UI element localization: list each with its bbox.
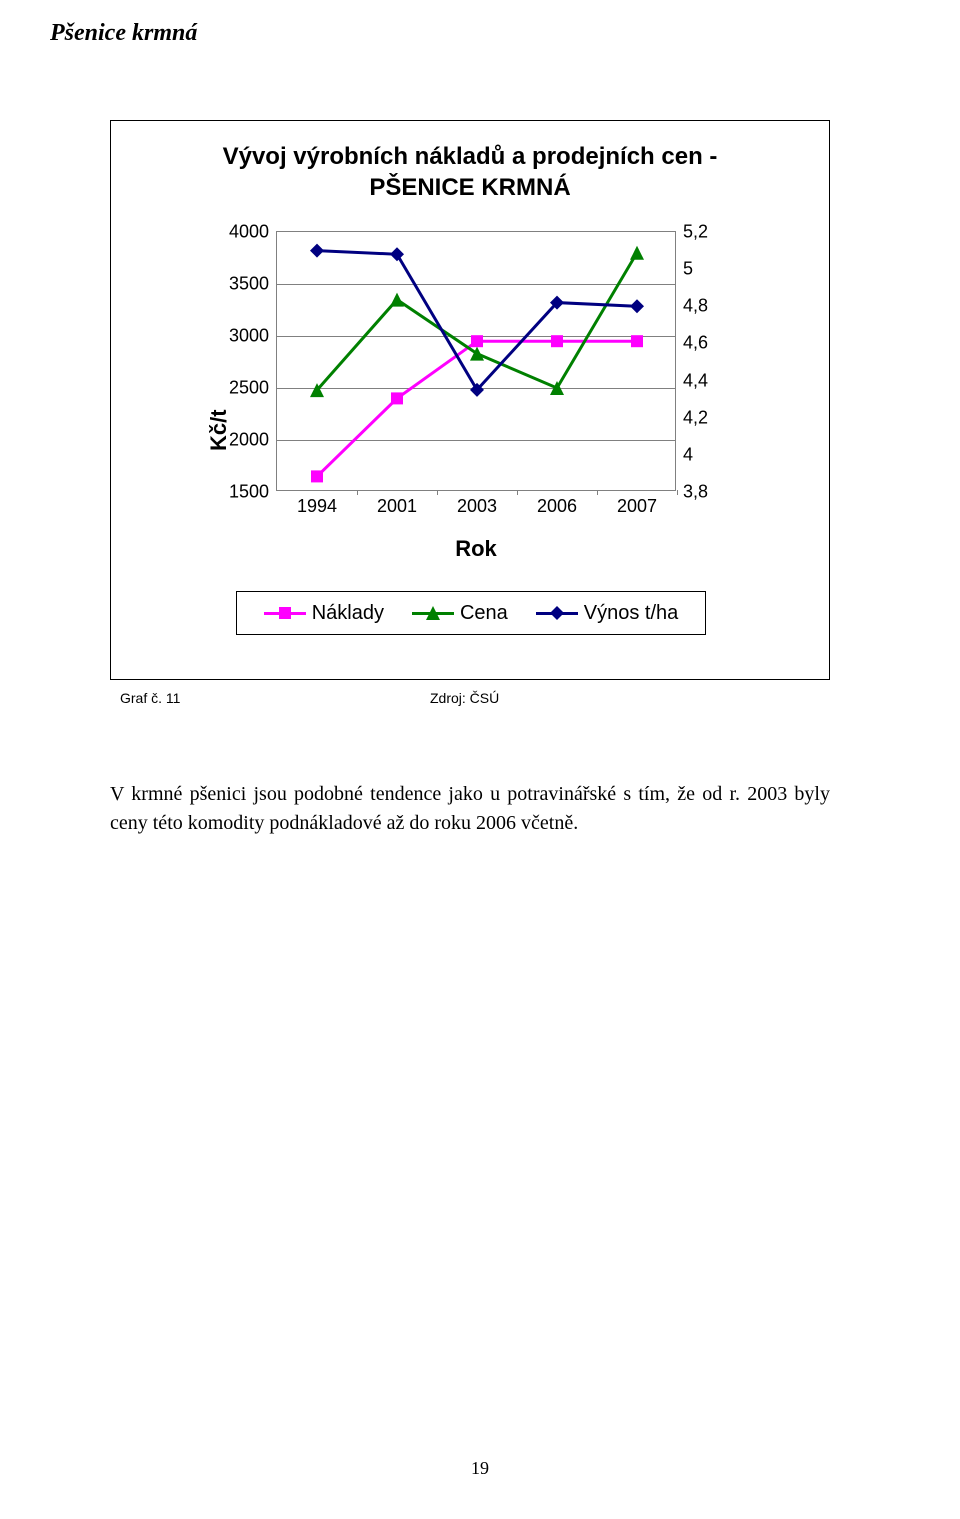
x-axis-label: Rok: [276, 536, 676, 562]
x-tick-label: 2001: [377, 496, 417, 517]
legend-swatch: [264, 606, 306, 620]
chart-title-line2: PŠENICE KRMNÁ: [369, 174, 570, 201]
page-title: Pšenice krmná: [50, 20, 197, 47]
chart-legend: Náklady Cena Výnos t/ha: [236, 591, 706, 635]
series-marker: [311, 470, 323, 482]
y-tick-right: 3,8: [683, 482, 708, 503]
series-line: [317, 251, 637, 390]
chart-svg: [277, 232, 675, 490]
x-tick-mark: [597, 490, 598, 495]
series-marker: [390, 247, 404, 261]
legend-label: Náklady: [312, 602, 384, 625]
y-tick-right: 4,4: [683, 370, 708, 391]
chart-title: Vývoj výrobních nákladů a prodejních cen…: [111, 141, 829, 203]
series-line: [317, 341, 637, 476]
legend-item: Výnos t/ha: [536, 602, 679, 625]
figure-caption: Graf č. 11: [120, 690, 180, 706]
chart-title-line1: Vývoj výrobních nákladů a prodejních cen…: [223, 143, 718, 170]
legend-swatch: [536, 606, 578, 620]
x-tick-mark: [357, 490, 358, 495]
legend-item: Náklady: [264, 602, 384, 625]
x-tick-mark: [677, 490, 678, 495]
legend-item: Cena: [412, 602, 508, 625]
y-tick-left: 2500: [229, 378, 269, 399]
x-tick-mark: [517, 490, 518, 495]
y-tick-left: 1500: [229, 482, 269, 503]
x-tick-mark: [437, 490, 438, 495]
y-tick-right: 4,2: [683, 407, 708, 428]
y-tick-left: 4000: [229, 222, 269, 243]
y-tick-left: 2000: [229, 430, 269, 451]
series-marker: [630, 299, 644, 313]
series-marker: [391, 392, 403, 404]
x-tick-label: 1994: [297, 496, 337, 517]
x-tick-label: 2007: [617, 496, 657, 517]
y-tick-right: 4,8: [683, 296, 708, 317]
series-marker: [310, 244, 324, 258]
x-tick-label: 2006: [537, 496, 577, 517]
plot-wrap: Kč/t 1500200025003000350040003,844,24,44…: [211, 231, 771, 511]
x-tick-label: 2003: [457, 496, 497, 517]
figure-source: Zdroj: ČSÚ: [430, 690, 499, 706]
chart-container: Vývoj výrobních nákladů a prodejních cen…: [110, 120, 830, 680]
series-marker: [551, 335, 563, 347]
y-tick-right: 5,2: [683, 222, 708, 243]
series-marker: [631, 335, 643, 347]
y-tick-left: 3500: [229, 274, 269, 295]
series-marker: [630, 246, 644, 260]
series-marker: [471, 335, 483, 347]
y-tick-right: 4: [683, 444, 693, 465]
y-tick-right: 4,6: [683, 333, 708, 354]
series-marker: [390, 293, 404, 307]
series-line: [317, 253, 637, 390]
series-marker: [550, 381, 564, 395]
legend-label: Cena: [460, 602, 508, 625]
plot-area: 1500200025003000350040003,844,24,44,64,8…: [276, 231, 676, 491]
page-number: 19: [0, 1458, 960, 1479]
legend-swatch: [412, 606, 454, 620]
y-tick-left: 3000: [229, 326, 269, 347]
body-paragraph: V krmné pšenici jsou podobné tendence ja…: [110, 780, 830, 838]
legend-label: Výnos t/ha: [584, 602, 679, 625]
y-tick-right: 5: [683, 259, 693, 280]
